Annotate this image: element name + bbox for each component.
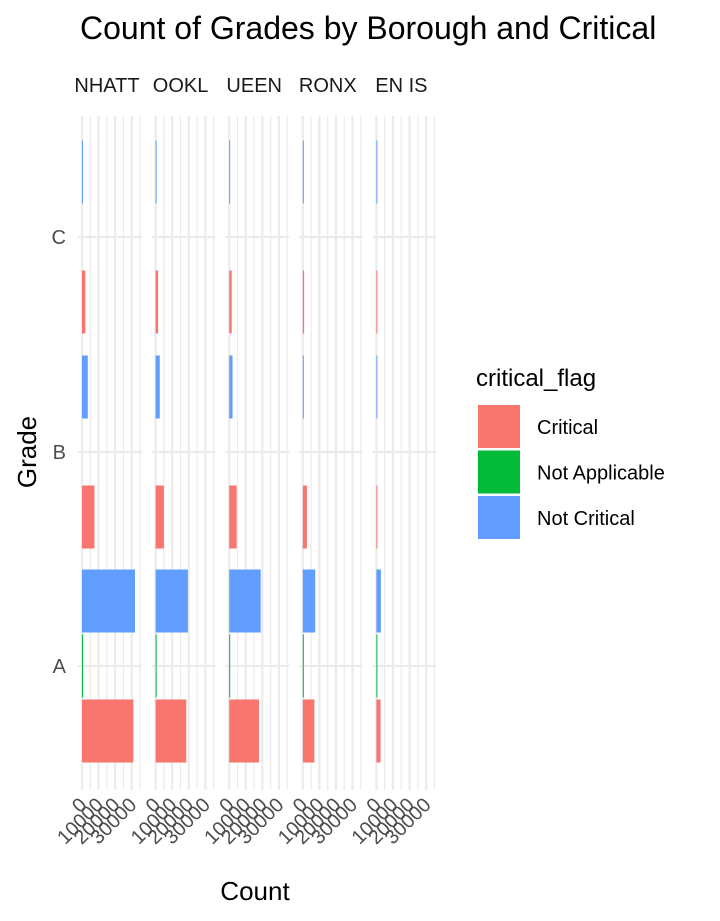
bar-not-applicable: [376, 634, 378, 698]
facet-strip-label: UEEN: [226, 75, 282, 97]
bar-critical: [229, 270, 232, 334]
legend-key-critical: [478, 405, 520, 448]
bar-not-critical: [376, 569, 381, 633]
bar-not-critical: [82, 569, 136, 633]
facet-strip-label: NHATT: [74, 75, 139, 97]
facet-strip-label: EN IS: [375, 75, 427, 97]
bar-not-critical: [155, 355, 160, 419]
bar-not-critical: [376, 355, 378, 419]
chart-title: Count of Grades by Borough and Critical: [80, 10, 656, 46]
bar-not-applicable: [155, 634, 157, 698]
bar-critical: [376, 270, 378, 334]
bar-not-critical: [155, 140, 157, 204]
legend-title: critical_flag: [476, 365, 596, 392]
facet-strip-label: OOKL: [153, 75, 209, 97]
legend-key-not-applicable: [478, 450, 520, 494]
bar-not-critical: [302, 569, 316, 633]
bar-not-critical: [302, 140, 304, 204]
bar-not-critical: [302, 355, 304, 419]
bar-critical: [82, 270, 86, 334]
legend-label: Critical: [537, 417, 598, 439]
y-tick-label: B: [53, 442, 66, 464]
bar-critical: [302, 270, 305, 334]
bar-critical: [376, 485, 378, 549]
panels: NHATT0100002000030000OOKL010000200003000…: [53, 75, 437, 849]
bar-not-critical: [229, 355, 233, 419]
bar-not-critical: [229, 140, 231, 204]
legend: critical_flag Critical Not Applicable Not …: [476, 365, 665, 539]
bar-not-applicable: [229, 634, 231, 698]
legend-key-not-critical: [478, 496, 520, 539]
legend-label: Not Applicable: [537, 463, 665, 485]
y-axis-title: Grade: [12, 416, 42, 488]
bar-not-applicable: [302, 634, 304, 698]
bar-critical: [155, 699, 187, 763]
bar-critical: [302, 699, 315, 763]
y-tick-label: A: [53, 656, 67, 678]
y-axis-ticks: A B C: [52, 227, 67, 678]
bar-critical: [302, 485, 307, 549]
bar-critical: [82, 699, 134, 763]
facet-strip-label: RONX: [299, 75, 357, 97]
y-tick-label: C: [52, 227, 66, 249]
bar-critical: [229, 485, 237, 549]
bar-critical: [229, 699, 260, 763]
legend-label: Not Critical: [537, 508, 635, 530]
bar-not-critical: [155, 569, 188, 633]
bar-not-critical: [82, 140, 83, 204]
bar-not-applicable: [82, 634, 83, 698]
bar-critical: [155, 270, 159, 334]
bar-critical: [376, 699, 381, 763]
bar-critical: [82, 485, 95, 549]
x-axis-title: Count: [220, 876, 290, 906]
bar-critical: [155, 485, 164, 549]
bar-not-critical: [376, 140, 378, 204]
bar-not-critical: [82, 355, 88, 419]
bar-not-critical: [229, 569, 261, 633]
